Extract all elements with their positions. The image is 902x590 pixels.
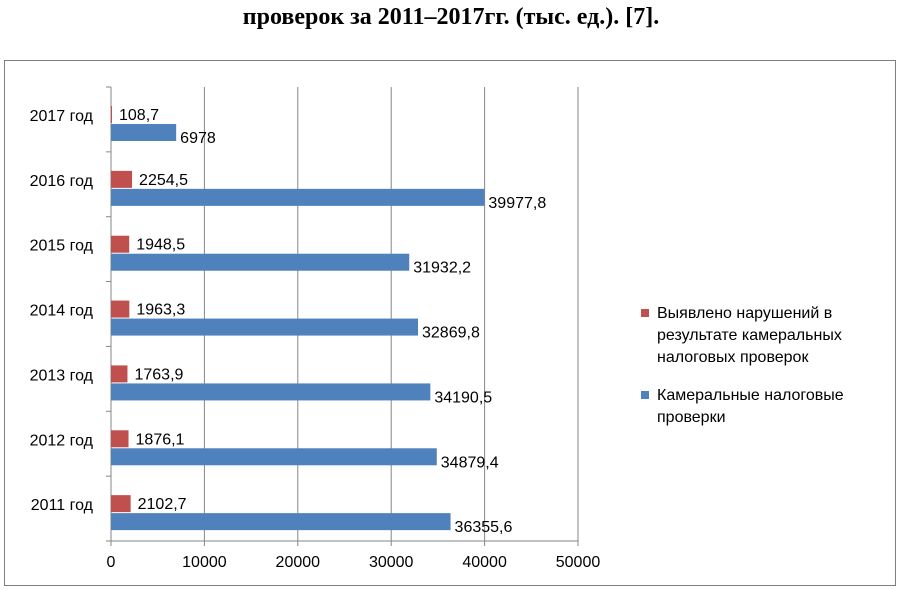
legend-swatch-audits [641,391,649,399]
data-label-violations: 1876,1 [136,431,185,448]
data-label-audits: 6978 [180,130,216,147]
bar-violations [111,106,113,123]
x-tick-label: 10000 [182,554,227,571]
bar-audits [111,383,431,401]
category-label: 2017 год [30,108,94,125]
x-tick-label: 0 [107,554,116,571]
category-label: 2015 год [30,238,94,255]
data-label-audits: 34190,5 [434,389,492,406]
bar-audits [111,318,419,336]
data-label-violations: 2254,5 [139,172,188,189]
x-tick-label: 40000 [462,554,507,571]
bar-violations [111,235,130,253]
bar-chart: 0 10000 20000 30000 40000 50000 2011 год 2102,7… [30,86,601,571]
data-label-violations: 1948,5 [136,237,185,254]
legend-label-audits: Камеральные налоговые проверки [657,387,844,426]
legend-item-violations: Выявлено нарушений в результате камераль… [641,303,901,369]
data-label-audits: 34879,4 [441,454,499,471]
bar-violations [111,365,128,383]
bar-violations [111,170,133,188]
data-label-violations: 108,7 [119,107,159,124]
data-label-audits: 32869,8 [422,325,480,342]
category-label: 2016 год [30,173,94,190]
legend-label-violations: Выявлено нарушений в результате камераль… [657,305,842,366]
bar-violations [111,430,129,448]
data-label-violations: 1763,9 [134,366,183,383]
x-tick-label: 20000 [276,554,321,571]
category-label: 2011 год [31,497,94,514]
bar-audits [111,124,177,141]
chart-caption: проверок за 2011–2017гг. (тыс. ед.). [7]… [242,4,660,30]
bar-audits [111,513,451,531]
bar-violations [111,495,131,513]
bar-audits [111,448,437,466]
legend-swatch-violations [641,309,649,317]
data-label-violations: 1963,3 [136,302,185,319]
bar-violations [111,300,130,318]
bar-audits [111,253,410,271]
data-label-audits: 36355,6 [455,519,513,536]
category-label: 2012 год [30,432,94,449]
legend-item-audits: Камеральные налоговые проверки [641,385,901,429]
bar-audits [111,188,485,206]
data-label-audits: 31932,2 [413,260,471,277]
x-tick-label: 30000 [369,554,414,571]
category-label: 2014 год [30,303,94,320]
data-label-violations: 2102,7 [138,496,187,513]
legend: Выявлено нарушений в результате камераль… [641,303,901,445]
x-tick-label: 50000 [556,554,601,571]
data-label-audits: 39977,8 [488,195,546,212]
category-label: 2013 год [30,367,94,384]
chart-frame: 0 10000 20000 30000 40000 50000 2011 год 2102,7… [4,60,896,586]
